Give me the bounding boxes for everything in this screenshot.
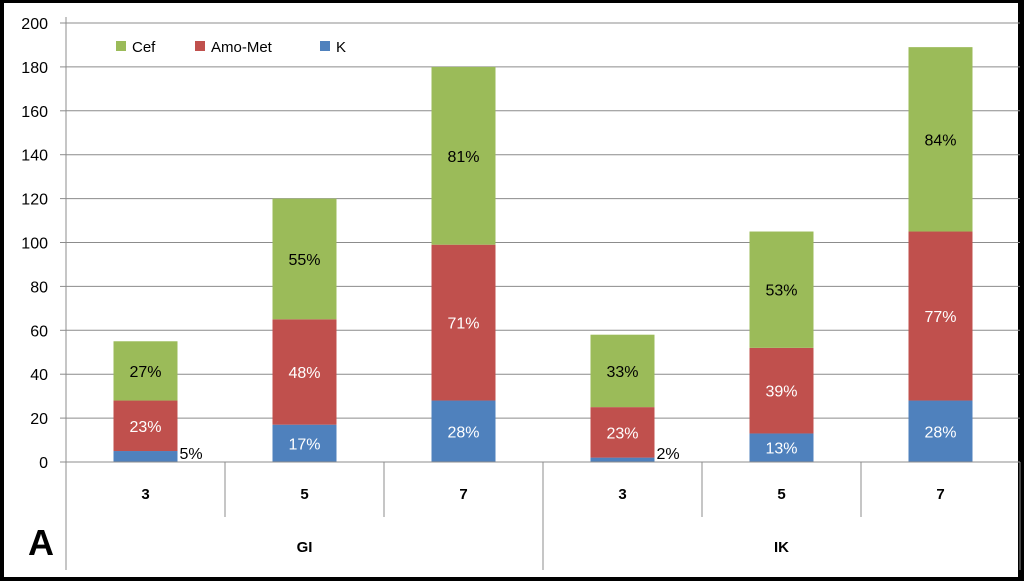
bar-segment-amo-met: [749, 347, 814, 434]
x-category-label: 7: [936, 486, 944, 503]
bar-segment-cef: [431, 66, 496, 245]
x-category-label: 5: [300, 486, 308, 503]
data-label: 48%: [288, 365, 320, 382]
y-tick-label: 20: [30, 411, 48, 428]
legend-swatch: [195, 41, 205, 51]
bar-segment-amo-met: [431, 244, 496, 401]
chart-background: [4, 3, 1018, 577]
bar-segment-cef: [908, 47, 973, 232]
bar-segment-cef: [749, 231, 814, 348]
legend-swatch: [320, 41, 330, 51]
bar-segment-amo-met: [113, 400, 178, 452]
y-tick-label: 120: [21, 192, 48, 209]
data-label: 5%: [180, 446, 203, 463]
data-label: 33%: [606, 364, 638, 381]
bar-segment-k: [590, 457, 655, 462]
bar-segment-cef: [590, 334, 655, 408]
data-label: 55%: [288, 252, 320, 269]
x-axis: 3 5 7 3 5 7 GI IK: [65, 461, 1021, 570]
data-label: 84%: [924, 132, 956, 149]
bar-segment-k: [431, 400, 496, 462]
x-category-label: 5: [777, 486, 785, 503]
bar-segment-k: [908, 400, 973, 462]
y-tick-label: 80: [30, 279, 48, 296]
data-label: 28%: [924, 424, 956, 441]
y-tick-label: 140: [21, 148, 48, 165]
legend: Cef Amo-Met K: [116, 39, 346, 56]
y-tick-label: 60: [30, 323, 48, 340]
data-label: 39%: [765, 384, 797, 401]
data-label: 2%: [657, 446, 680, 463]
x-group-label: IK: [774, 539, 789, 556]
bar-segment-cef: [113, 341, 178, 401]
y-tick-label: 40: [30, 367, 48, 384]
data-label: 23%: [129, 419, 161, 436]
data-label: 23%: [606, 425, 638, 442]
y-tick-label: 160: [21, 104, 48, 121]
legend-label: Amo-Met: [211, 39, 273, 56]
data-label: 17%: [288, 436, 320, 453]
data-label: 27%: [129, 364, 161, 381]
bars: 5% 23% 27% 17% 48% 55% 28% 71% 81% 2% 23% 33% 13% 39%…: [113, 47, 973, 463]
legend-label: K: [336, 39, 346, 56]
bar-segment-k: [272, 424, 337, 462]
panel-label: A: [28, 522, 54, 563]
bar-segment-amo-met: [908, 231, 973, 401]
gridlines: [66, 22, 1020, 463]
y-axis: 0 20 40 60 80 100 120 140 160 180 200: [21, 16, 67, 570]
x-category-label: 3: [141, 486, 149, 503]
x-category-label: 3: [618, 486, 626, 503]
data-label: 71%: [447, 316, 479, 333]
data-label: 28%: [447, 424, 479, 441]
bar-segment-k: [113, 451, 178, 462]
data-label: 53%: [765, 283, 797, 300]
y-tick-label: 0: [39, 455, 48, 472]
data-label: 81%: [447, 149, 479, 166]
bar-segment-amo-met: [590, 407, 655, 458]
x-group-label: GI: [297, 539, 313, 556]
bar-segment-k: [749, 433, 814, 462]
data-label: 77%: [924, 309, 956, 326]
bar-segment-cef: [272, 198, 337, 320]
y-tick-label: 200: [21, 16, 48, 33]
data-label: 13%: [765, 441, 797, 458]
legend-label: Cef: [132, 39, 156, 56]
y-tick-label: 100: [21, 236, 48, 253]
legend-swatch: [116, 41, 126, 51]
x-category-label: 7: [459, 486, 467, 503]
bar-segment-amo-met: [272, 319, 337, 425]
y-tick-label: 180: [21, 60, 48, 77]
